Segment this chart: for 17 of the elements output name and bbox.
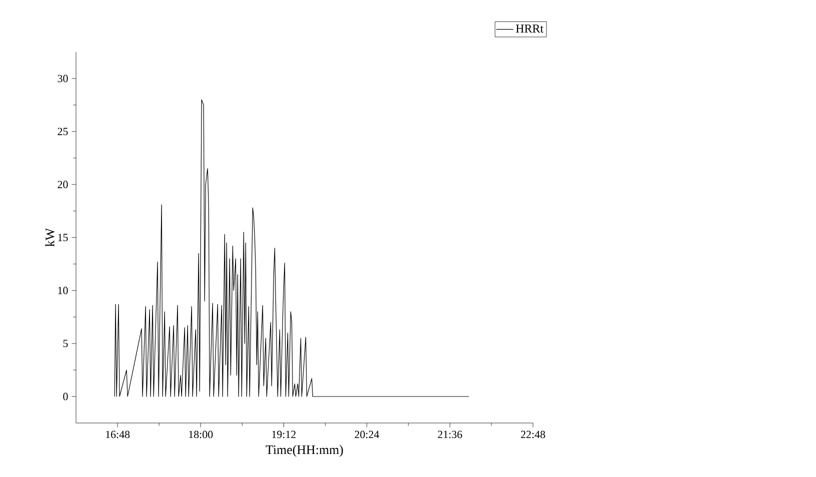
x-tick-label: 20:24 — [354, 430, 380, 438]
x-axis-title: Time(HH:mm) — [266, 445, 343, 457]
y-tick-label: 10 — [58, 286, 68, 294]
legend-label: HRRt — [516, 24, 544, 33]
y-tick-label: 0 — [63, 392, 68, 400]
y-tick-label: 20 — [58, 180, 68, 188]
x-tick-label: 16:48 — [106, 430, 130, 438]
x-tick-label: 18:00 — [189, 430, 213, 438]
line-series — [114, 99, 470, 397]
y-tick-label: 25 — [58, 128, 68, 136]
y-tick-label: 30 — [58, 74, 68, 82]
y-axis-title: kW — [45, 228, 54, 247]
y-tick-label: 5 — [63, 340, 68, 348]
x-tick-label: 19:12 — [272, 430, 296, 438]
y-tick-label: 15 — [58, 234, 68, 242]
x-tick-label: 21:36 — [438, 430, 462, 438]
x-tick-label: 22:48 — [521, 430, 546, 438]
